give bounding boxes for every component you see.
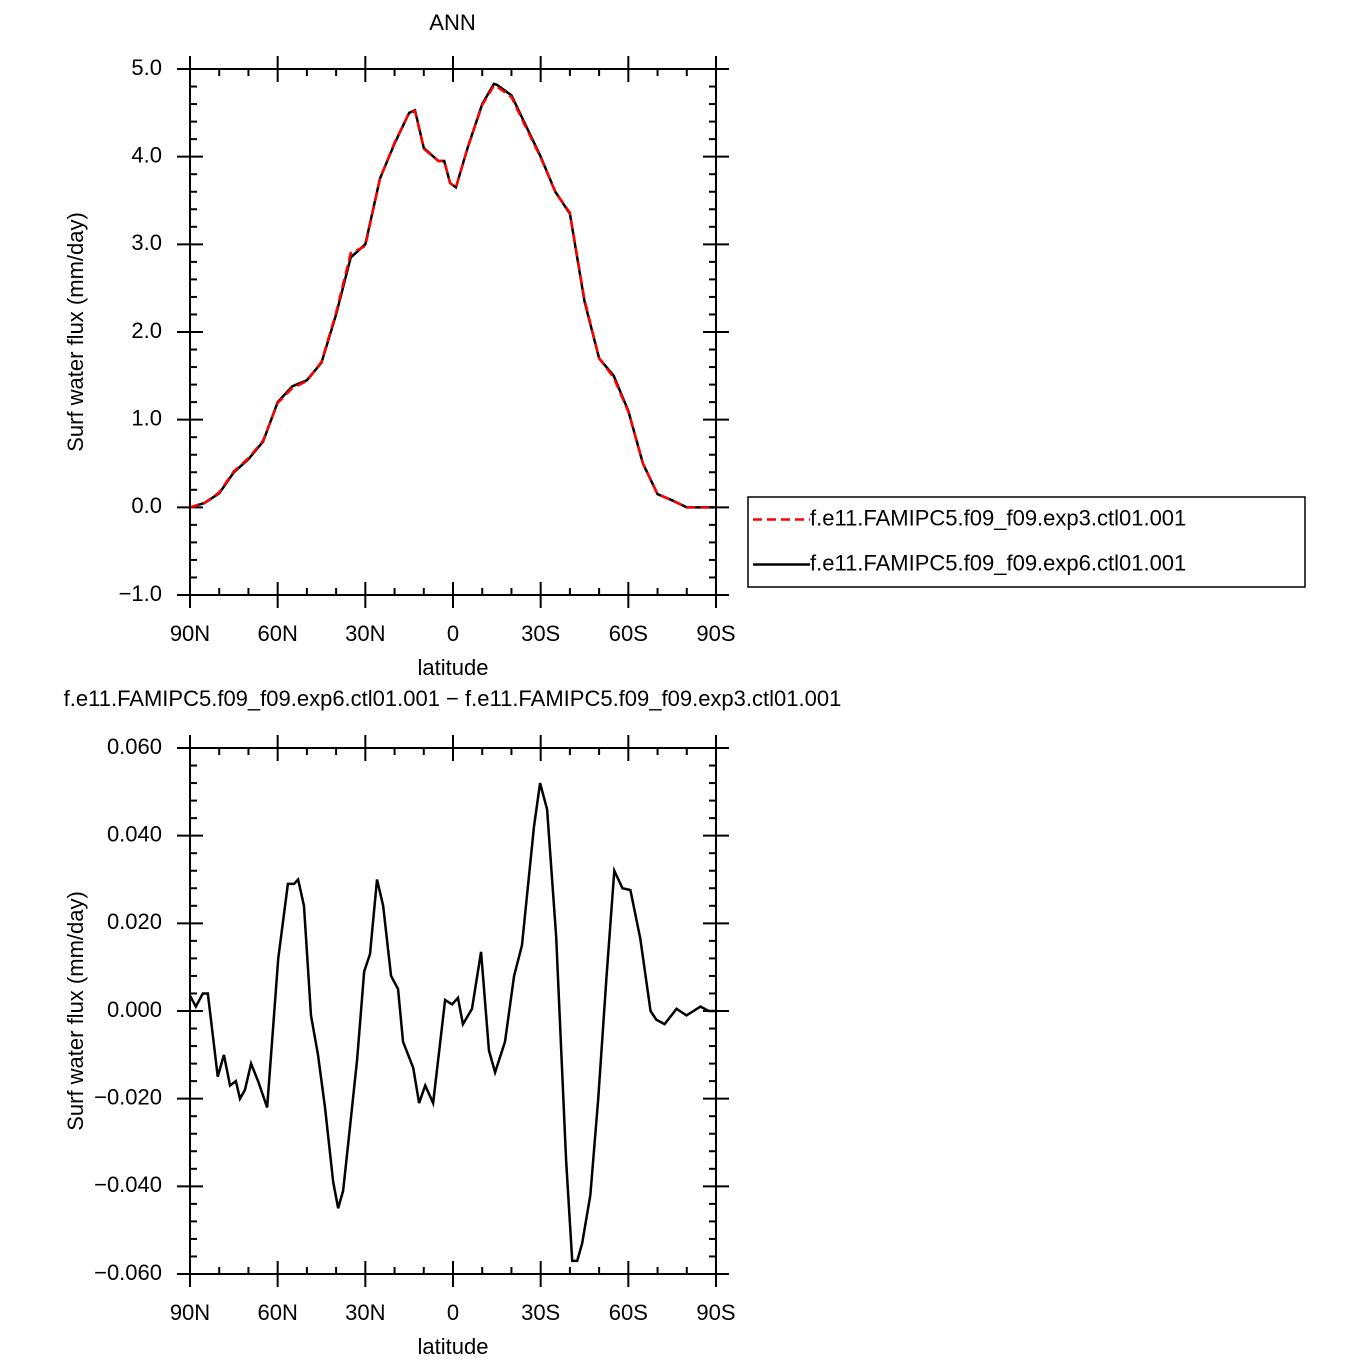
panel: f.e11.FAMIPC5.f09_f09.exp6.ctl01.001 − f… [63,686,842,1359]
panel: ANN latitude Surf water flux (mm/day) 5.0 4.… [63,10,736,680]
x-tick-label: 60N [257,621,297,646]
y-tick-label: 0.0 [131,493,162,518]
x-tick-label: 30N [345,621,385,646]
x-axis-label: latitude [418,1334,489,1359]
y-tick-label: −0.020 [94,1084,162,1109]
x-tick-label: 60S [609,1300,648,1325]
chart-title: f.e11.FAMIPC5.f09_f09.exp6.ctl01.001 − f… [64,686,842,711]
legend-box [747,496,1306,588]
chart-title: ANN [429,10,475,35]
data-line [189,82,716,509]
x-tick-label: 30N [345,1300,385,1325]
data-line [188,782,716,1263]
x-tick-label: 0 [447,621,459,646]
y-tick-label: 1.0 [131,405,162,430]
data-line [189,84,716,509]
plot-frame [189,747,717,1275]
y-axis-label: Surf water flux (mm/day) [63,891,88,1131]
x-tick-label: 90S [696,621,735,646]
y-tick-label: 0.060 [107,734,162,759]
y-tick-label: 0.040 [107,821,162,846]
y-axis-label: Surf water flux (mm/day) [63,212,88,452]
y-tick-label: 0.000 [107,997,162,1022]
y-tick-label: −0.060 [94,1260,162,1285]
x-tick-label: 30S [521,1300,560,1325]
legend: f.e11.FAMIPC5.f09_f09.exp3.ctl01.001 f.e1… [747,496,1306,588]
y-tick-label: −0.040 [94,1172,162,1197]
x-tick-label: 90N [170,1300,210,1325]
legend-label: f.e11.FAMIPC5.f09_f09.exp6.ctl01.001 [810,550,1186,575]
x-tick-label: 30S [521,621,560,646]
x-tick-label: 60N [257,1300,297,1325]
x-tick-label: 60S [609,621,648,646]
y-tick-label: 3.0 [131,230,162,255]
x-tick-label: 90N [170,621,210,646]
y-tick-label: 0.020 [107,909,162,934]
y-tick-label: −1.0 [119,581,162,606]
y-tick-label: 2.0 [131,318,162,343]
plot-frame [189,68,717,596]
x-tick-label: 0 [447,1300,459,1325]
x-axis-label: latitude [418,655,489,680]
y-tick-label: 5.0 [131,55,162,80]
y-tick-label: 4.0 [131,142,162,167]
x-tick-label: 90S [696,1300,735,1325]
legend-label: f.e11.FAMIPC5.f09_f09.exp3.ctl01.001 [810,505,1186,530]
